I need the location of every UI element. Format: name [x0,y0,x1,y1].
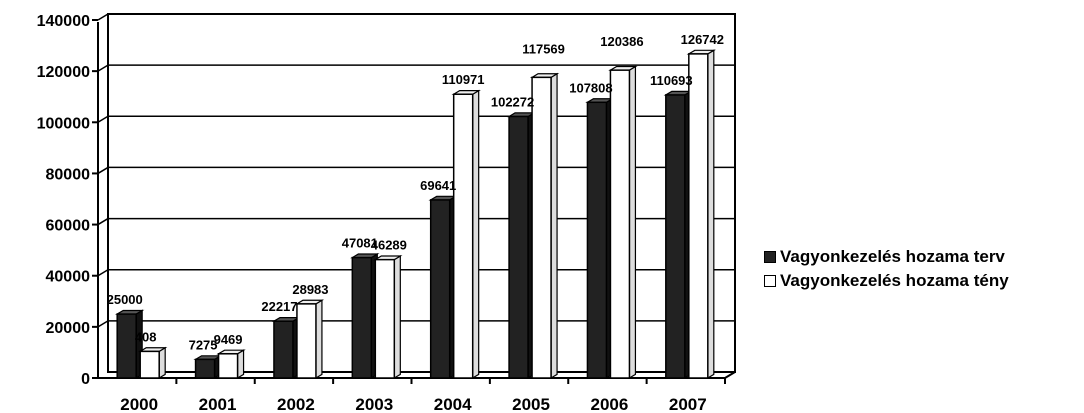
x-tick-label: 2001 [199,395,237,413]
legend-label-terv: Vagyonkezelés hozama terv [780,247,1005,266]
gridline-diag [97,166,109,175]
bar-terv [194,358,216,379]
y-tick-label: 0 [81,371,90,388]
gridline-diag [97,115,109,123]
data-label: 25000 [107,292,143,307]
x-axis-end [724,371,736,379]
legend-swatch-teny [764,275,776,287]
bar-teny [139,350,160,379]
data-label: 110693 [650,73,693,88]
bar-terv [351,256,373,379]
bar-side [707,49,715,380]
legend-label-teny: Vagyonkezelés hozama tény [780,271,1009,290]
bar-side [628,65,637,380]
bar-teny [374,258,396,379]
bar-terv [586,101,608,379]
x-tick-label: 2006 [591,395,629,413]
bar-terv [273,320,294,379]
x-tick-label: 2005 [512,395,550,413]
y-tick-label: 40000 [46,269,91,286]
data-label: 408 [135,329,157,344]
data-label: 46289 [371,238,407,253]
data-label: 28983 [292,282,328,297]
data-label: 117569 [522,41,565,56]
legend-item-teny: Vagyonkezelés hozama tény [764,269,1009,293]
data-label: 47081 [342,236,378,251]
bar-side [315,299,323,380]
y-tick-label: 100000 [37,115,90,132]
bar-side [550,72,558,380]
gridlines [97,13,735,373]
bar-teny [531,76,552,379]
data-label: 22217 [261,299,297,314]
legend: Vagyonkezelés hozama terv Vagyonkezelés … [764,245,1009,293]
bars [115,49,716,380]
data-label: 107808 [569,80,612,95]
bar-side [236,349,245,380]
data-label: 120386 [600,34,643,49]
plot-frame [107,13,736,373]
data-label: 69641 [420,178,456,193]
y-tick-label: 140000 [37,13,90,30]
gridline-diag [97,320,109,328]
y-tick-label: 20000 [46,320,91,337]
bar-teny [296,303,317,379]
gridline-diag [97,217,109,226]
gridline-diag [97,13,109,21]
data-label: 102272 [491,94,534,109]
bar-teny [217,353,239,379]
bar-teny [688,53,709,379]
data-label: 110971 [442,72,485,87]
x-tick-label: 2003 [355,395,393,413]
y-tick-label: 120000 [37,64,90,81]
data-label: 126742 [681,32,724,47]
data-label: 7275 [189,337,218,352]
bar-teny [452,93,474,379]
bar-terv [116,313,137,379]
bar-terv [508,115,529,379]
bar-side [472,89,480,380]
y-tick-label: 60000 [46,218,91,235]
x-tick-label: 2004 [434,395,472,413]
bar-terv [665,94,686,379]
legend-item-terv: Vagyonkezelés hozama terv [764,245,1009,269]
legend-swatch-terv [764,251,776,263]
x-tick-label: 2007 [669,395,707,413]
bar-side [393,254,401,380]
gridline-diag [97,64,109,72]
x-tick-label: 2002 [277,395,315,413]
gridline-diag [97,269,109,277]
bar-teny [609,69,631,379]
x-tick-label: 2000 [120,395,158,413]
bar-side [158,346,166,380]
y-tick-label: 80000 [46,166,91,183]
data-label: 9469 [214,332,243,347]
bar-terv [429,199,451,379]
